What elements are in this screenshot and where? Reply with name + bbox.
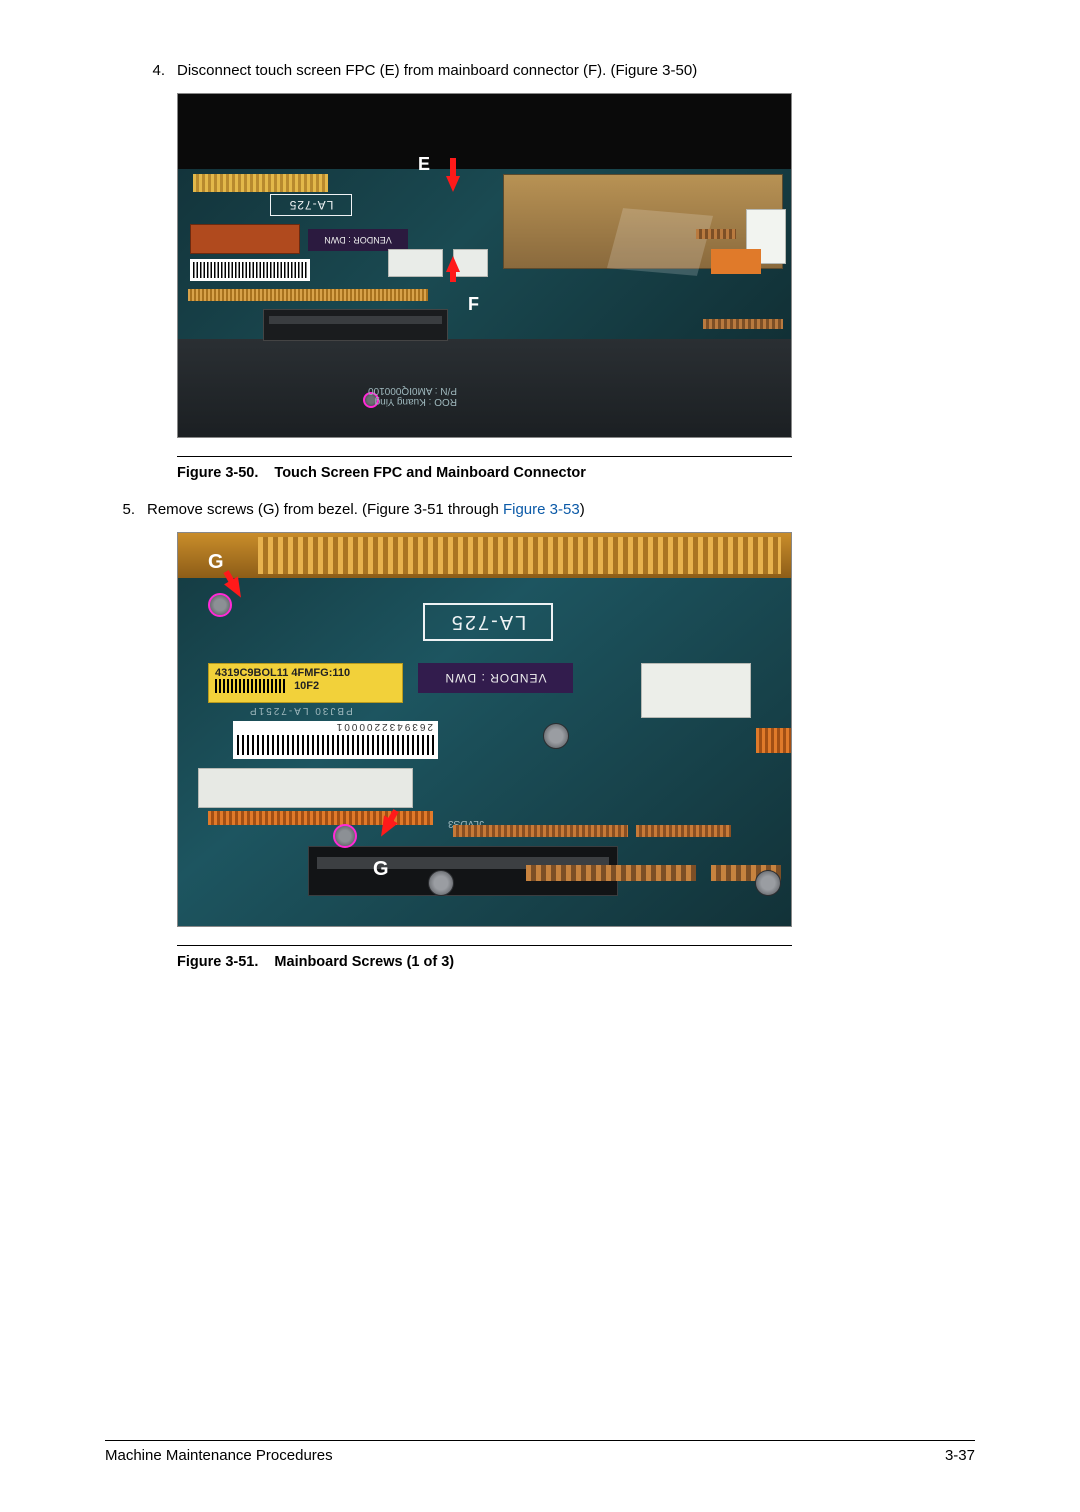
vendor-sticker-2: VENDOR : DWN	[418, 663, 573, 693]
pin-row-1	[703, 319, 783, 329]
step-4-number: 4.	[135, 60, 177, 81]
orange-pins	[208, 811, 433, 825]
gold-ribbon-top	[178, 533, 791, 578]
silkscreen-la725: LA-725	[270, 194, 352, 216]
step-5-number: 5.	[105, 499, 147, 520]
figure-3-50: LA-725 VENDOR : DWN ROO : Kuang Ying P/N…	[177, 93, 975, 481]
step-4-text: Disconnect touch screen FPC (E) from mai…	[177, 60, 975, 81]
ribbon-edge	[188, 289, 428, 301]
bg-mid-strip	[178, 339, 791, 438]
barcode-number: 2639432200001	[233, 721, 438, 734]
figure-3-50-caption: Figure 3-50. Touch Screen FPC and Mainbo…	[177, 465, 975, 481]
callout-arrow-e	[446, 176, 460, 192]
step-4: 4. Disconnect touch screen FPC (E) from …	[135, 60, 975, 81]
orange-sticker	[190, 224, 300, 254]
figure-3-51: LA-725 4319C9BOL11 4FMFG:110 10F2 VENDOR…	[177, 532, 975, 970]
silkscreen-pbj: PBJ30 LA-7251P	[248, 705, 353, 716]
figure-3-51-rule	[177, 945, 792, 946]
page-footer: Machine Maintenance Procedures 3-37	[105, 1440, 975, 1464]
yellow-sticker-text-2: 10F2	[294, 680, 319, 692]
step-5-text: Remove screws (G) from bezel. (Figure 3-…	[147, 499, 975, 520]
white-connector-r	[641, 663, 751, 718]
figure-3-50-title: Touch Screen FPC and Mainboard Connector	[274, 465, 586, 481]
callout-label-f: F	[468, 294, 479, 315]
step-5: 5. Remove screws (G) from bezel. (Figure…	[105, 499, 975, 520]
callout-arrow-f	[446, 256, 460, 272]
callout-label-e: E	[418, 154, 430, 175]
yellow-sticker-barcode	[215, 679, 285, 693]
screw-bottom	[428, 870, 454, 896]
screw-highlight-g2	[333, 824, 357, 848]
figure-3-51-title: Mainboard Screws (1 of 3)	[274, 954, 454, 970]
black-connector	[263, 309, 448, 341]
barcode-sticker-2: 2639432200001	[233, 721, 438, 759]
silkscreen-text: ROO : Kuang Ying P/N : AM0IQ000100	[368, 385, 457, 407]
footer-section-title: Machine Maintenance Procedures	[105, 1447, 333, 1464]
figure-3-51-image: LA-725 4319C9BOL11 4FMFG:110 10F2 VENDOR…	[177, 532, 792, 927]
vendor-sticker: VENDOR : DWN	[308, 229, 408, 251]
callout-label-g1: G	[208, 551, 224, 574]
yellow-sticker-text: 4319C9BOL11 4FMFG:110	[215, 667, 350, 679]
figure-3-50-rule	[177, 456, 792, 457]
copper-row-2	[636, 825, 731, 837]
figure-3-50-image: LA-725 VENDOR : DWN ROO : Kuang Ying P/N…	[177, 93, 792, 438]
orange-tab	[711, 249, 761, 274]
footer-page-number: 3-37	[945, 1447, 975, 1464]
figure-3-51-caption: Figure 3-51. Mainboard Screws (1 of 3)	[177, 954, 975, 970]
white-connector-1	[388, 249, 443, 277]
bottom-pins-1	[526, 865, 696, 881]
figure-3-51-number: Figure 3-51.	[177, 954, 258, 970]
step-5-text-b: )	[580, 501, 585, 518]
screw-bottom-right	[755, 870, 781, 896]
step-5-text-a: Remove screws (G) from bezel. (Figure 3-…	[147, 501, 503, 518]
yellow-sticker: 4319C9BOL11 4FMFG:110 10F2	[208, 663, 403, 703]
right-pin-strip	[756, 728, 791, 753]
figure-3-53-link[interactable]: Figure 3-53	[503, 501, 580, 518]
footer-rule	[105, 1440, 975, 1441]
barcode-sticker	[190, 259, 310, 281]
gold-edge	[193, 174, 328, 192]
white-connector-l	[198, 768, 413, 808]
screw-mid	[543, 723, 569, 749]
callout-label-g2: G	[373, 858, 389, 881]
bg-black-top	[178, 94, 791, 169]
pin-row-2	[696, 229, 736, 239]
figure-3-50-number: Figure 3-50.	[177, 465, 258, 481]
screw-highlight-g1	[208, 593, 232, 617]
silkscreen-la725-2: LA-725	[423, 603, 553, 641]
copper-row-1	[453, 825, 628, 837]
